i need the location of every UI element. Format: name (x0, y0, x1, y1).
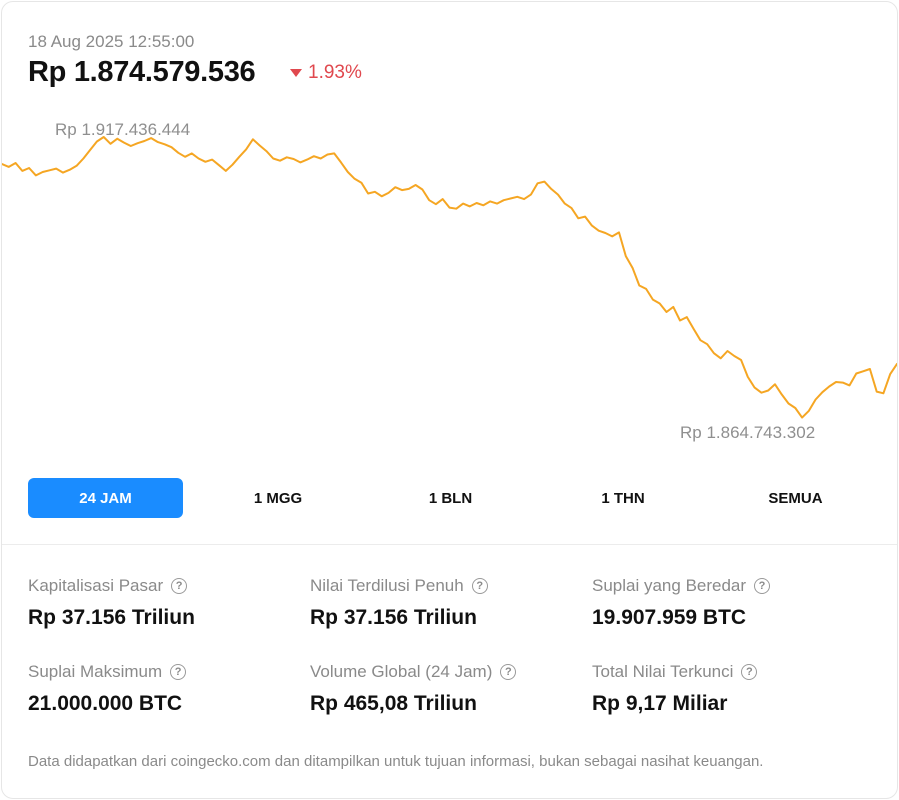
stat-label: Kapitalisasi Pasar (28, 576, 164, 595)
stat-value: Rp 37.156 Triliun (310, 606, 477, 629)
tab-1-bln[interactable]: 1 BLN (428, 489, 473, 507)
help-icon[interactable]: ? (171, 578, 188, 594)
stat-global-volume: Volume Global (24 Jam) ? Rp 465,08 Trili… (310, 660, 592, 716)
tab-semua[interactable]: SEMUA (768, 489, 823, 507)
stat-circulating-supply: Suplai yang Beredar ? 19.907.959 BTC (592, 574, 874, 630)
stats-grid: Kapitalisasi Pasar ? Rp 37.156 Triliun N… (28, 574, 888, 716)
current-price: Rp 1.874.579.536 (28, 56, 256, 88)
divider (2, 544, 897, 545)
help-icon[interactable]: ? (741, 664, 758, 680)
down-triangle-icon (290, 69, 302, 77)
price-line (2, 136, 897, 419)
tab-1-thn[interactable]: 1 THN (601, 489, 645, 507)
help-icon[interactable]: ? (754, 578, 771, 594)
timestamp: 18 Aug 2025 12:55:00 (28, 32, 195, 51)
timeframe-tabs: 24 JAM 1 MGG 1 BLN 1 THN SEMUA (28, 478, 873, 518)
chart-high-label: Rp 1.917.436.444 (55, 120, 191, 139)
stat-label: Nilai Terdilusi Penuh (310, 576, 464, 595)
stat-label: Suplai Maksimum (28, 662, 163, 681)
stat-max-supply: Suplai Maksimum ? 21.000.000 BTC (28, 660, 310, 716)
stat-label: Suplai yang Beredar (592, 576, 747, 595)
tab-24-jam[interactable]: 24 JAM (28, 478, 183, 518)
stat-market-cap: Kapitalisasi Pasar ? Rp 37.156 Triliun (28, 574, 310, 630)
price-change: 1.93% (290, 62, 362, 84)
tab-1-mgg[interactable]: 1 MGG (253, 489, 303, 507)
price-chart[interactable] (2, 102, 897, 452)
help-icon[interactable]: ? (471, 578, 488, 594)
stat-value: 19.907.959 BTC (592, 606, 747, 629)
stat-label: Total Nilai Terkunci (592, 662, 734, 681)
stat-total-value-locked: Total Nilai Terkunci ? Rp 9,17 Miliar (592, 660, 874, 716)
price-change-percent: 1.93% (308, 62, 362, 83)
stat-value: Rp 465,08 Triliun (310, 692, 477, 715)
disclaimer: Data didapatkan dari coingecko.com dan d… (28, 753, 764, 770)
stat-value: 21.000.000 BTC (28, 692, 183, 715)
stat-fully-diluted-value: Nilai Terdilusi Penuh ? Rp 37.156 Triliu… (310, 574, 592, 630)
price-chart-svg (2, 136, 897, 419)
stat-value: Rp 9,17 Miliar (592, 692, 728, 715)
help-icon[interactable]: ? (170, 664, 187, 680)
stat-value: Rp 37.156 Triliun (28, 606, 195, 629)
stat-label: Volume Global (24 Jam) (310, 662, 493, 681)
help-icon[interactable]: ? (500, 664, 517, 680)
chart-low-label: Rp 1.864.743.302 (680, 423, 816, 442)
